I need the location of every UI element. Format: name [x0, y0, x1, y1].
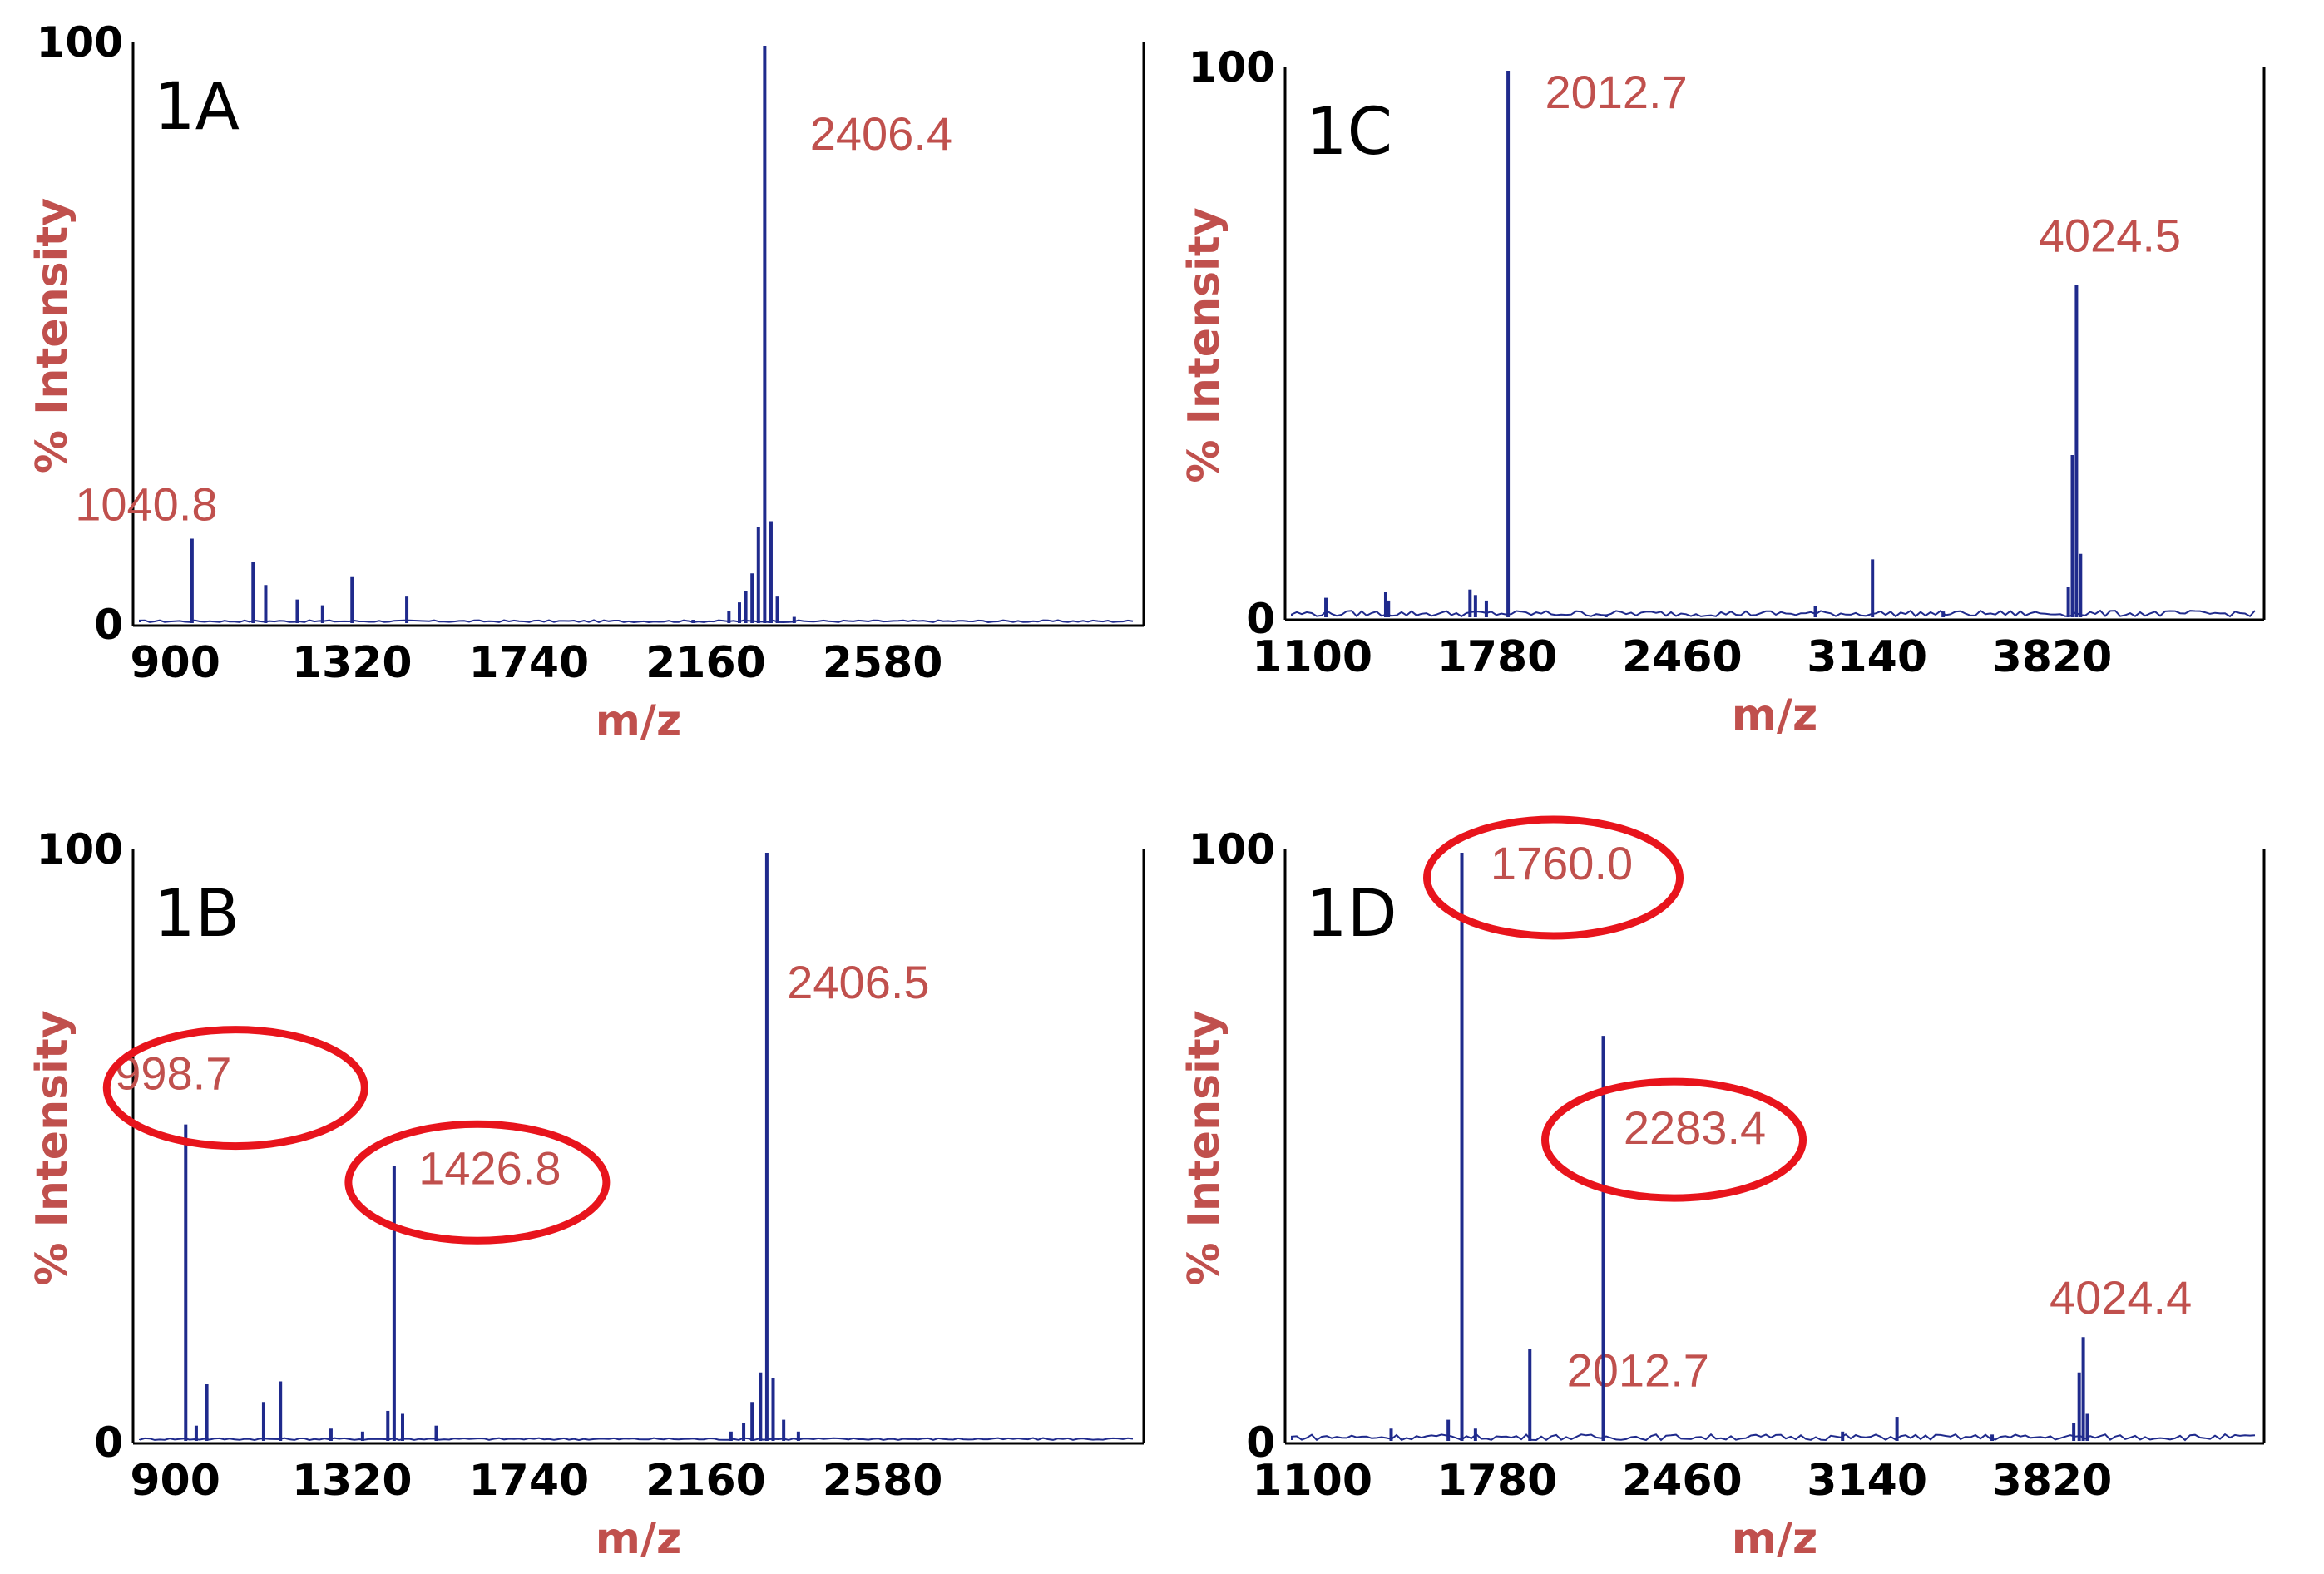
- highlight-ring: [102, 1026, 368, 1151]
- peak-label: 2012.7: [1567, 1344, 1709, 1396]
- panel-label: 1C: [1306, 95, 1392, 170]
- x-tick-label: 1740: [469, 638, 590, 688]
- y-tick-label: 100: [37, 825, 123, 874]
- highlight-ring: [1423, 815, 1684, 940]
- x-axis-title: m/z: [1732, 690, 1817, 740]
- x-tick-label: 2580: [823, 1456, 943, 1506]
- x-tick-label: 900: [130, 1456, 220, 1506]
- panel-1a: 0 100 900 1320 1740 2160 2580 m/z % Intensity104…: [27, 18, 1145, 746]
- x-tick-label: 2460: [1622, 632, 1743, 682]
- baseline-trace: [139, 1437, 1134, 1442]
- y-tick-label: 0: [94, 1418, 123, 1467]
- highlight-ring: [344, 1120, 611, 1245]
- peak-label: 4024.4: [2050, 1271, 2192, 1324]
- x-axis-title: m/z: [596, 696, 681, 746]
- x-tick-label: 1100: [1252, 1456, 1372, 1506]
- peak-label: 2012.7: [1545, 66, 1687, 118]
- y-axis-title: % Intensity: [1179, 1010, 1229, 1285]
- peak-label: 2283.4: [1624, 1101, 1766, 1154]
- y-axis-title: % Intensity: [27, 198, 77, 473]
- y-tick-label: 0: [1246, 1418, 1275, 1467]
- highlight-ring: [1541, 1077, 1807, 1202]
- y-tick-label: 0: [94, 601, 123, 649]
- y-tick-label: 0: [1246, 595, 1275, 643]
- panel-label: 1A: [154, 70, 240, 145]
- panel-1c: 0 100 1100 1780 2460 3140 3820 m/z % Intensity 20…: [1179, 43, 2266, 740]
- x-axis-title: m/z: [596, 1514, 681, 1564]
- baseline-trace: [139, 619, 1134, 624]
- x-tick-label: 2160: [645, 1456, 766, 1506]
- panel-1d: 0 100 1100 1780 2460 3140 3820 m/z % Intensity 17…: [1179, 815, 2266, 1564]
- y-axis-title: % Intensity: [27, 1010, 77, 1285]
- baseline-trace: [1291, 609, 2256, 618]
- x-tick-label: 3820: [1992, 632, 2113, 682]
- peak-label: 4024.5: [2039, 209, 2181, 261]
- peak-label: 1760.0: [1491, 837, 1633, 889]
- panel-label: 1B: [154, 877, 240, 952]
- y-tick-label: 100: [37, 18, 123, 67]
- x-tick-label: 1780: [1437, 632, 1558, 682]
- x-tick-label: 2460: [1622, 1456, 1743, 1506]
- x-tick-label: 2580: [823, 638, 943, 688]
- x-tick-label: 1320: [292, 1456, 413, 1506]
- x-tick-label: 900: [130, 638, 220, 688]
- x-tick-label: 3140: [1807, 1456, 1927, 1506]
- panel-label: 1D: [1306, 877, 1397, 952]
- x-tick-label: 3820: [1992, 1456, 2113, 1506]
- x-tick-label: 1100: [1252, 632, 1372, 682]
- peak-label: 2406.5: [787, 956, 929, 1008]
- y-axis-title: % Intensity: [1179, 207, 1229, 483]
- y-tick-label: 100: [1189, 43, 1275, 92]
- baseline-trace: [1291, 1433, 2256, 1442]
- x-tick-label: 1320: [292, 638, 413, 688]
- peak-label: 1426.8: [418, 1141, 561, 1194]
- peak-label: 2406.4: [810, 107, 952, 160]
- peak-label: 1040.8: [75, 478, 217, 530]
- x-tick-label: 1780: [1437, 1456, 1558, 1506]
- y-tick-label: 100: [1189, 825, 1275, 874]
- x-tick-label: 3140: [1807, 632, 1927, 682]
- x-tick-label: 2160: [645, 638, 766, 688]
- x-axis-title: m/z: [1732, 1514, 1817, 1564]
- x-tick-label: 1740: [469, 1456, 590, 1506]
